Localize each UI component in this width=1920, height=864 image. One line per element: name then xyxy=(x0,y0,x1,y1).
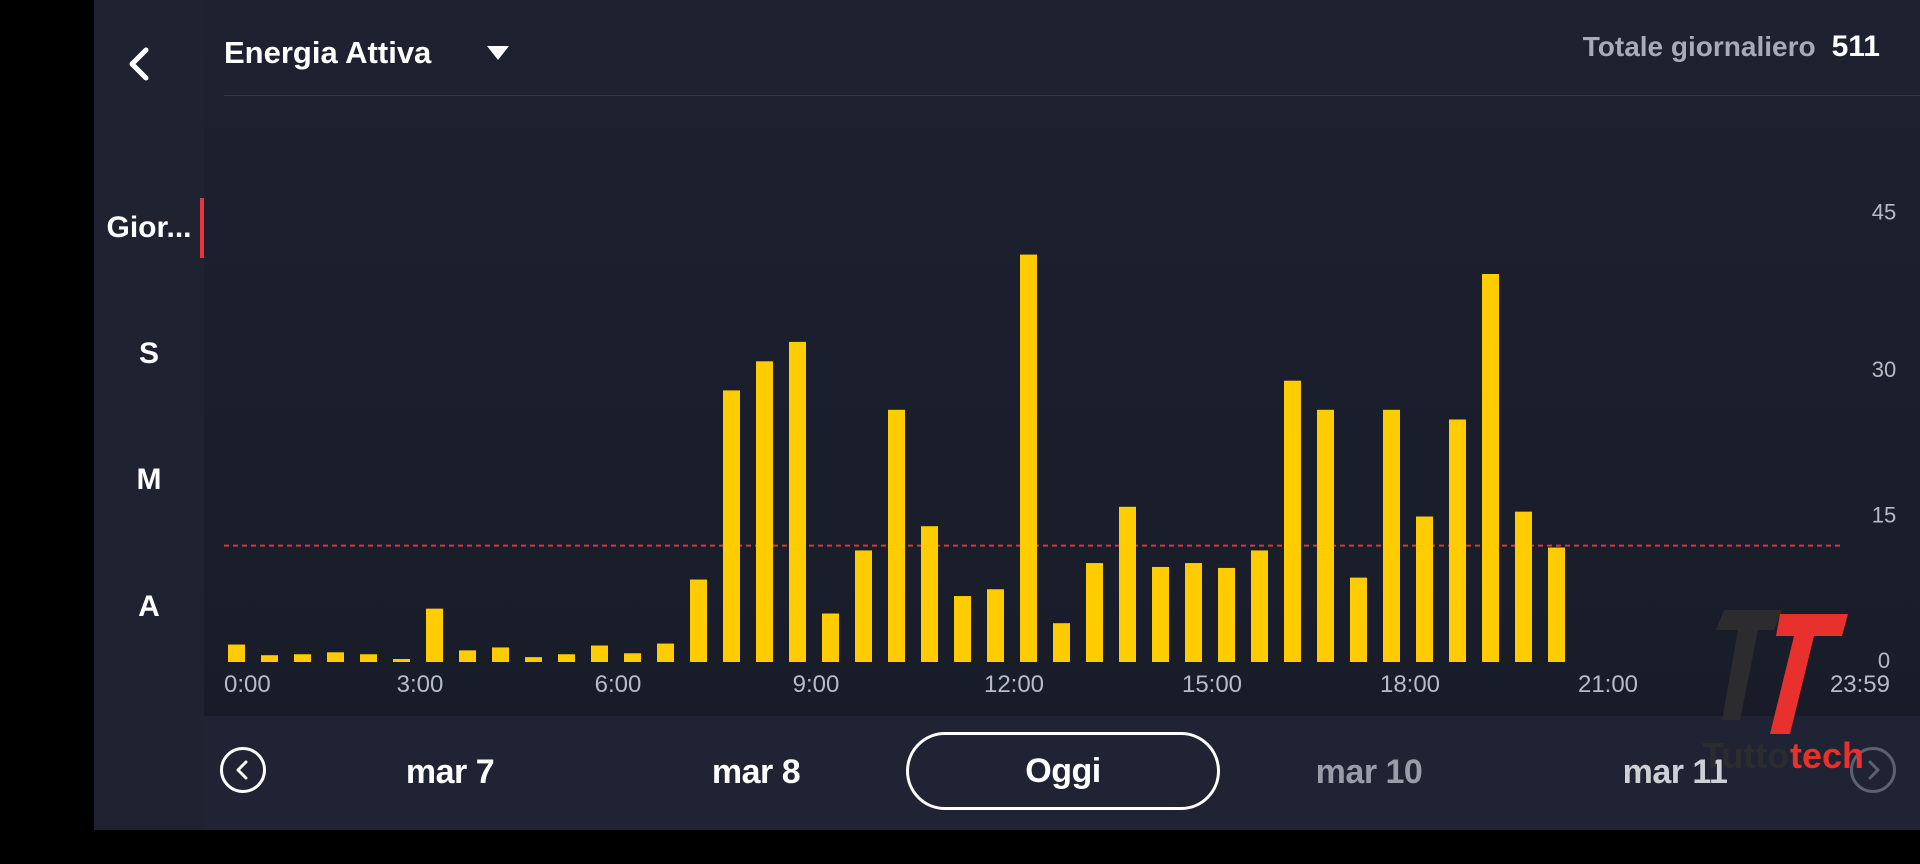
x-tick-label: 23:59 xyxy=(1830,671,1890,698)
x-tick-label: 15:00 xyxy=(1182,671,1242,698)
chart-bar[interactable] xyxy=(1350,577,1367,662)
dropdown-caret-icon xyxy=(487,46,510,60)
back-arrow-icon xyxy=(129,47,149,81)
watermark-tech-text: tech xyxy=(1790,735,1864,776)
watermark-tutto-text: Tutto xyxy=(1702,735,1789,776)
chart-bar[interactable] xyxy=(1053,623,1070,662)
daily-total-value: 511 xyxy=(1831,30,1880,63)
date-mar-7[interactable]: mar 7 xyxy=(405,752,495,791)
tab-mese[interactable]: M xyxy=(136,463,162,496)
y-tick-label: 45 xyxy=(1872,200,1896,225)
x-tick-label: 12:00 xyxy=(984,671,1044,698)
x-tick-label: 21:00 xyxy=(1578,671,1638,698)
y-tick-label: 30 xyxy=(1872,357,1896,382)
period-sidebar: Gior... S M A xyxy=(94,0,204,830)
date-mar-8[interactable]: mar 8 xyxy=(711,752,801,791)
chart-bar[interactable] xyxy=(921,526,938,662)
x-tick-label: 18:00 xyxy=(1380,671,1440,698)
x-tick-label: 9:00 xyxy=(793,671,840,698)
daily-total: Totale giornaliero 511 xyxy=(1583,30,1880,64)
chart-bar[interactable] xyxy=(459,650,476,662)
tuttotech-watermark: Tutto tech xyxy=(1702,610,1864,776)
chart-bar[interactable] xyxy=(987,589,1004,662)
chart-bar[interactable] xyxy=(360,654,377,662)
date-mar-11[interactable]: mar 11 xyxy=(1622,752,1728,791)
chart-bar[interactable] xyxy=(591,645,608,662)
chevron-left-icon xyxy=(236,760,248,780)
main-panel: Energia Attiva Totale giornaliero 511 45… xyxy=(204,0,1920,830)
x-tick-label: 6:00 xyxy=(595,671,642,698)
chart-bar[interactable] xyxy=(1251,550,1268,662)
chart-bar[interactable] xyxy=(294,654,311,662)
tab-giorno[interactable]: Gior... xyxy=(94,198,204,258)
next-day-button[interactable] xyxy=(1850,747,1896,793)
previous-day-button[interactable] xyxy=(220,747,266,793)
metric-dropdown[interactable]: Energia Attiva xyxy=(224,28,510,78)
chart-bar[interactable] xyxy=(426,608,443,662)
metric-label: Energia Attiva xyxy=(224,35,432,70)
daily-total-label: Totale giornaliero xyxy=(1582,31,1816,62)
app-window: Gior... S M A Energia Attiva Totale gior… xyxy=(94,0,1920,830)
x-tick-label: 3:00 xyxy=(397,671,444,698)
chart-bar[interactable] xyxy=(822,613,839,663)
chart-bar[interactable] xyxy=(1119,506,1136,662)
chart-bar[interactable] xyxy=(1482,274,1499,662)
back-button[interactable] xyxy=(112,36,168,92)
chart-bar[interactable] xyxy=(1185,563,1202,662)
y-tick-label: 0 xyxy=(1878,648,1890,673)
chart-bar[interactable] xyxy=(1218,567,1235,662)
chart-bar[interactable] xyxy=(1317,409,1334,662)
chart-bar[interactable] xyxy=(789,341,806,662)
x-tick-label: 0:00 xyxy=(224,671,271,698)
chart-bar[interactable] xyxy=(1416,516,1433,663)
chart-bar[interactable] xyxy=(1515,511,1532,662)
chart-bar[interactable] xyxy=(228,644,245,662)
chart-bar[interactable] xyxy=(657,643,674,662)
chart-bar[interactable] xyxy=(1383,409,1400,662)
header-divider xyxy=(224,95,1920,96)
chart-bar[interactable] xyxy=(1284,380,1301,662)
chart-bar[interactable] xyxy=(690,579,707,662)
chart-bar[interactable] xyxy=(1020,254,1037,662)
date-mar-10[interactable]: mar 10 xyxy=(1315,752,1423,791)
date-today[interactable]: Oggi xyxy=(906,732,1220,810)
chart-bar[interactable] xyxy=(525,657,542,662)
chart-bar[interactable] xyxy=(1548,547,1565,662)
tab-settimana[interactable]: S xyxy=(138,337,159,370)
y-tick-label: 15 xyxy=(1872,503,1896,528)
chart-bar[interactable] xyxy=(1152,566,1169,662)
chart-bar[interactable] xyxy=(492,647,509,662)
chart-bar[interactable] xyxy=(393,659,410,662)
chart-bar[interactable] xyxy=(1449,419,1466,663)
chart-bar[interactable] xyxy=(888,409,905,662)
chart-bar[interactable] xyxy=(624,653,641,662)
chart-bar[interactable] xyxy=(1086,563,1103,662)
energy-bar-chart: 45 30 15 0 0:00 3:00 6:00 9:00 12:00 15:00 18:00 21… xyxy=(224,200,1896,698)
chart-bar[interactable] xyxy=(756,361,773,662)
tab-anno[interactable]: A xyxy=(138,590,160,623)
chart-bar[interactable] xyxy=(261,655,278,662)
chart-bar[interactable] xyxy=(558,654,575,662)
chevron-right-icon xyxy=(1868,760,1880,780)
chart-bar[interactable] xyxy=(327,652,344,662)
chart-bar[interactable] xyxy=(723,390,740,662)
chart-bar[interactable] xyxy=(855,550,872,662)
chart-bar[interactable] xyxy=(954,596,971,662)
date-navigation-bar: mar 7 mar 8 Oggi mar 10 mar 11 xyxy=(204,716,1920,830)
